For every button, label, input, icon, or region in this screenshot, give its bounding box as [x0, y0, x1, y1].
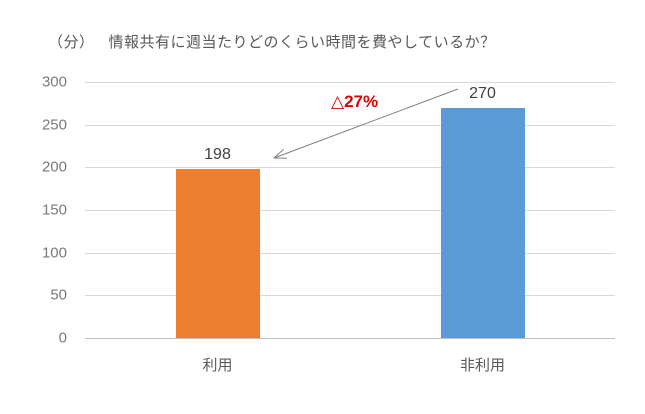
- value-label: 270: [469, 84, 496, 102]
- y-tick-label: 0: [58, 329, 67, 347]
- value-label: 198: [204, 146, 231, 164]
- y-tick-label: 150: [41, 201, 67, 219]
- y-axis-unit-label: （分）: [48, 34, 95, 51]
- gridline: [85, 252, 615, 254]
- chart-title-row: （分） 情報共有に週当たりどのくらい時間を費やしているか？: [48, 31, 496, 52]
- bar-利用: [175, 169, 260, 338]
- gridline: [85, 82, 615, 83]
- gridline: [85, 167, 615, 169]
- category-label: 利用: [202, 357, 233, 374]
- gridline: [85, 295, 615, 297]
- y-tick-label: 50: [50, 286, 67, 304]
- bar-非利用: [440, 107, 525, 338]
- y-tick-label: 250: [41, 116, 67, 134]
- decrease-annotation: △27%: [331, 92, 379, 111]
- x-axis-line: [85, 338, 615, 339]
- y-tick-label: 100: [41, 244, 67, 262]
- category-label: 非利用: [459, 357, 506, 374]
- gridline: [85, 124, 615, 126]
- y-tick-label: 200: [41, 158, 67, 176]
- chart-title: 情報共有に週当たりどのくらい時間を費やしているか？: [108, 34, 496, 51]
- gridline: [85, 210, 615, 211]
- y-tick-label: 300: [41, 73, 67, 91]
